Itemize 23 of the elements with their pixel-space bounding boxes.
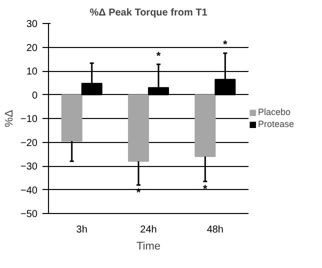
y-tick-label: −10: [20, 114, 38, 125]
annotation: *: [156, 50, 162, 62]
x-axis-title: Time: [136, 240, 161, 252]
x-tick-label: 48h: [206, 224, 224, 236]
x-tick-label: 3h: [76, 224, 88, 236]
y-tick-label: −20: [20, 138, 38, 149]
annotation: *: [203, 183, 208, 196]
chart-title: %Δ Peak Torque from T1: [90, 8, 208, 18]
bar: [61, 94, 82, 142]
bar: [194, 94, 216, 157]
y-tick-label: 0: [32, 90, 38, 102]
y-tick-label: 20: [26, 42, 38, 54]
legend-label: Placebo: [258, 107, 291, 117]
y-axis-title: %Δ: [4, 109, 16, 128]
y-tick-label: −40: [20, 185, 38, 196]
x-tick-label: 24h: [140, 224, 157, 236]
annotation: *: [223, 39, 228, 52]
legend-label: Protease: [258, 119, 294, 129]
y-tick-label: −50: [20, 209, 38, 220]
y-tick-label: 10: [26, 66, 38, 78]
y-tick-label: −30: [20, 162, 38, 172]
y-tick-label: 30: [26, 19, 38, 30]
bar: [128, 94, 149, 162]
